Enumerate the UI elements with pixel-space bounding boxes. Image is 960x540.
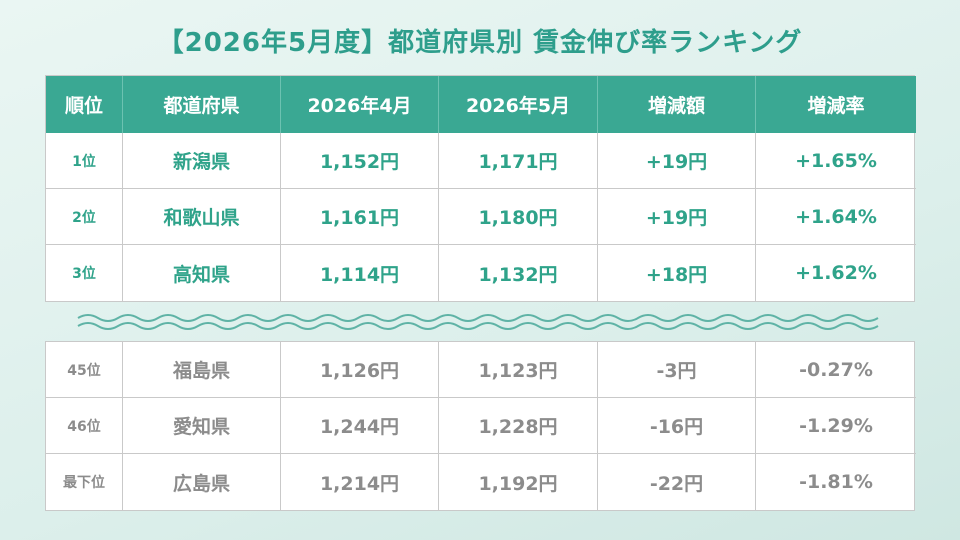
data-cell: 1,171円 (439, 133, 598, 189)
header-cell: 都道府県 (123, 76, 281, 133)
header-cell: 増減率 (756, 76, 916, 133)
data-cell: -1.29% (756, 398, 916, 454)
data-cell: 1,114円 (281, 245, 439, 301)
header-cell: 2026年4月 (281, 76, 439, 133)
data-cell: +19円 (598, 133, 756, 189)
data-cell: +1.64% (756, 189, 916, 245)
data-cell: 1,161円 (281, 189, 439, 245)
data-cell: +1.65% (756, 133, 916, 189)
rank-cell: 最下位 (46, 454, 123, 510)
data-cell: +19円 (598, 189, 756, 245)
data-cell: -0.27% (756, 342, 916, 398)
data-cell: 福島県 (123, 342, 281, 398)
title: 【2026年5月度】都道府県別 賃金伸び率ランキング (157, 28, 803, 58)
wave-line (77, 314, 879, 322)
data-cell: 1,228円 (439, 398, 598, 454)
data-cell: 和歌山県 (123, 189, 281, 245)
data-cell: 高知県 (123, 245, 281, 301)
data-cell: 1,126円 (281, 342, 439, 398)
data-cell: +1.62% (795, 262, 877, 284)
wave-divider (77, 314, 879, 330)
data-cell: 1,180円 (439, 189, 598, 245)
rank-cell: 46位 (46, 398, 123, 454)
rank-cell: 45位 (46, 342, 123, 398)
data-cell: -22円 (598, 454, 756, 510)
data-cell: 1,132円 (439, 245, 598, 301)
data-cell: 1,123円 (439, 342, 598, 398)
data-cell: 新潟県 (123, 133, 281, 189)
data-cell: +18円 (598, 245, 756, 301)
header-cell: 2026年5月 (439, 76, 598, 133)
data-cell: 1,152円 (281, 133, 439, 189)
data-cell: 1,192円 (439, 454, 598, 510)
data-cell: -1.81% (799, 471, 873, 493)
header-cell: 増減額 (598, 76, 756, 133)
bottom-table: 45位 福島県 1,126円 1,123円 -3円 -0.27% 46位 愛知県 1,244円 1… (45, 341, 916, 511)
data-cell: 広島県 (123, 454, 281, 510)
rank-cell: 3位 (46, 245, 123, 301)
header-cell: 順位 (46, 76, 123, 133)
rank-cell: 2位 (46, 189, 123, 245)
data-cell: 1,214円 (281, 454, 439, 510)
data-cell: 愛知県 (123, 398, 281, 454)
top-table: 順位 都道府県 2026年4月 2026年5月 増減額 増減率 1位 新潟県 1,152円 1,1… (45, 75, 916, 302)
rank-cell: 1位 (46, 133, 123, 189)
data-cell: -16円 (598, 398, 756, 454)
data-cell: 1,244円 (281, 398, 439, 454)
wave-line (77, 322, 879, 330)
data-cell: -3円 (598, 342, 756, 398)
